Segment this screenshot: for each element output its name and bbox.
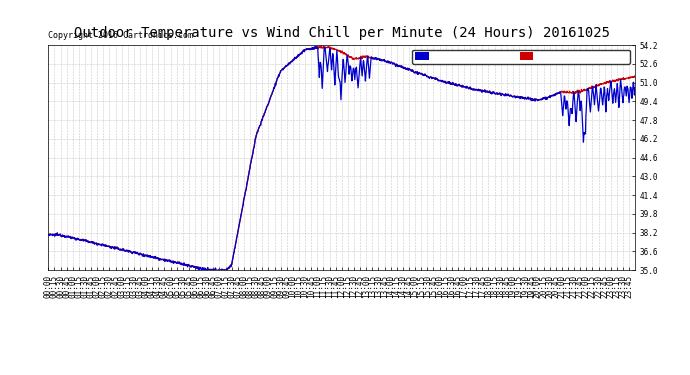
Title: Outdoor Temperature vs Wind Chill per Minute (24 Hours) 20161025: Outdoor Temperature vs Wind Chill per Mi… xyxy=(74,26,609,40)
Legend: Wind Chill  (°F), Temperature  (°F): Wind Chill (°F), Temperature (°F) xyxy=(413,50,630,64)
Text: Copyright 2016 Cartronics.com: Copyright 2016 Cartronics.com xyxy=(48,32,193,40)
